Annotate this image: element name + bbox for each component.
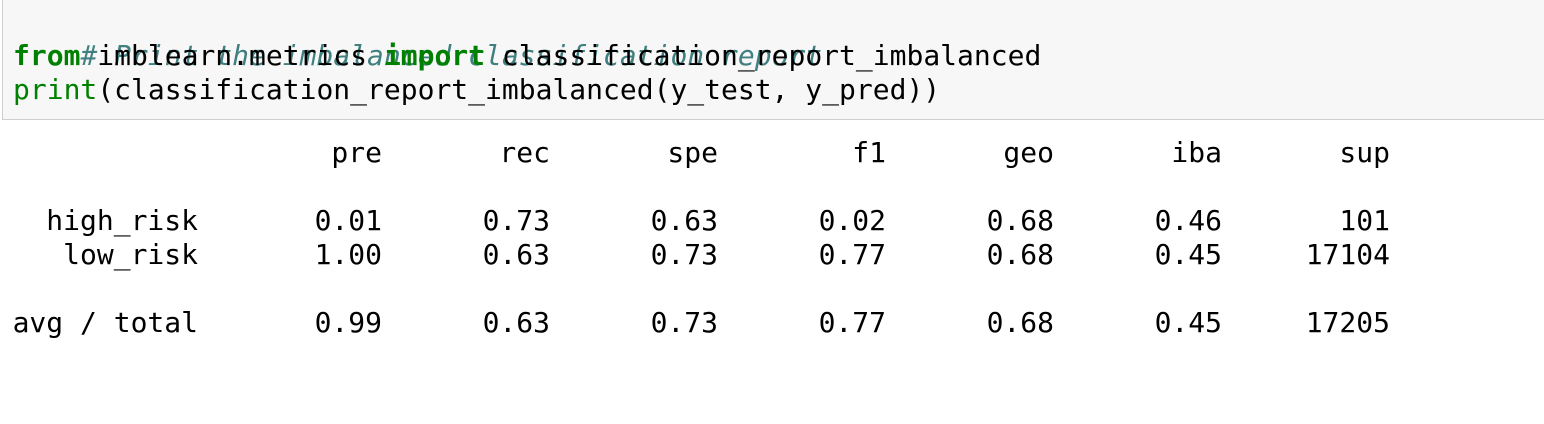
row-value: 0.99 (314, 306, 382, 339)
row-value: 0.77 (818, 238, 886, 271)
imported-name: classification_report_imbalanced (485, 39, 1042, 72)
row-value: 17205 (1305, 306, 1390, 339)
report-row-high-risk: high_risk 0.01 0.73 0.63 0.02 0.68 0.46 … (12, 204, 1512, 238)
header-f1: f1 (852, 136, 886, 169)
report-row-total: avg / total 0.99 0.63 0.73 0.77 0.68 0.4… (12, 306, 1512, 340)
row-value: 0.68 (986, 204, 1054, 237)
code-comment-line: # Print the imbalanced classification re… (13, 5, 822, 107)
row-value: 0.46 (1154, 204, 1222, 237)
row-value: 0.73 (650, 306, 718, 339)
row-label: low_risk (63, 238, 198, 271)
header-iba: iba (1171, 136, 1222, 169)
row-label: high_risk (46, 204, 198, 237)
row-value: 0.63 (482, 306, 550, 339)
header-geo: geo (1003, 136, 1054, 169)
row-value: 0.63 (482, 238, 550, 271)
header-rec: rec (499, 136, 550, 169)
row-value: 0.73 (482, 204, 550, 237)
header-sup: sup (1339, 136, 1390, 169)
header-pre: pre (331, 136, 382, 169)
module-name: imblearn.metrics (80, 39, 384, 72)
row-value: 17104 (1305, 238, 1390, 271)
header-spe: spe (667, 136, 718, 169)
report-row-low-risk: low_risk 1.00 0.63 0.73 0.77 0.68 0.45 1… (12, 238, 1512, 272)
print-call: (classification_report_imbalanced(y_test… (97, 73, 941, 106)
blank-row (12, 272, 1512, 306)
row-label: avg / total (12, 306, 198, 339)
row-value: 0.77 (818, 306, 886, 339)
blank-row (12, 170, 1512, 204)
cell-output: pre rec spe f1 geo iba sup high_risk 0.0… (12, 136, 1512, 340)
row-value: 0.45 (1154, 238, 1222, 271)
code-cell[interactable]: # Print the imbalanced classification re… (2, 0, 1544, 120)
row-value: 0.02 (818, 204, 886, 237)
code-comment: # Print the imbalanced classification re… (80, 39, 823, 72)
row-value: 0.63 (650, 204, 718, 237)
row-value: 0.01 (314, 204, 382, 237)
keyword-from: from (13, 39, 81, 72)
row-value: 0.45 (1154, 306, 1222, 339)
row-value: 0.68 (986, 306, 1054, 339)
row-value: 0.68 (986, 238, 1054, 271)
builtin-print: print (13, 73, 98, 106)
keyword-import: import (383, 39, 486, 72)
report-header-row: pre rec spe f1 geo iba sup (12, 136, 1512, 170)
row-value: 0.73 (650, 238, 718, 271)
code-import-line: from imblearn.metrics import classificat… (13, 39, 1041, 73)
row-value: 1.00 (314, 238, 382, 271)
row-value: 101 (1339, 204, 1390, 237)
code-print-line: print(classification_report_imbalanced(y… (13, 73, 940, 107)
